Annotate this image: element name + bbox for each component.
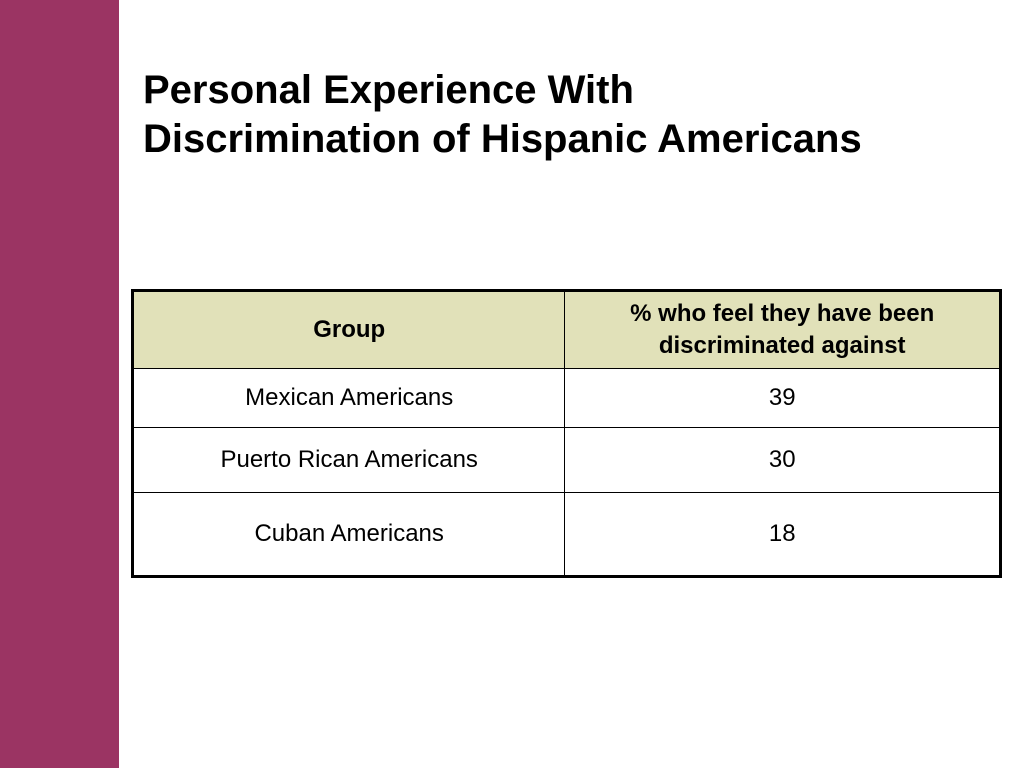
title-line-2: Discrimination of Hispanic Americans xyxy=(143,117,862,161)
cell-percent: 39 xyxy=(564,368,1001,428)
cell-group: Puerto Rican Americans xyxy=(131,427,566,493)
title-line-1: Personal Experience With xyxy=(143,68,634,112)
cell-percent: 30 xyxy=(564,427,1001,493)
table-row: Cuban Americans 18 xyxy=(131,492,1001,577)
header-group: Group xyxy=(131,290,566,369)
table-header-row: Group % who feel they have been discrimi… xyxy=(131,290,1001,369)
table-row: Puerto Rican Americans 30 xyxy=(131,427,1001,493)
cell-group: Cuban Americans xyxy=(131,492,566,577)
slide-title: Personal Experience With Discrimination … xyxy=(143,66,1003,164)
discrimination-table: Group % who feel they have been discrimi… xyxy=(131,289,1002,578)
cell-percent: 18 xyxy=(564,492,1001,577)
header-percent: % who feel they have been discriminated … xyxy=(564,290,1001,369)
cell-group: Mexican Americans xyxy=(131,368,566,428)
side-accent-bar xyxy=(0,0,119,768)
table-row: Mexican Americans 39 xyxy=(131,368,1001,428)
